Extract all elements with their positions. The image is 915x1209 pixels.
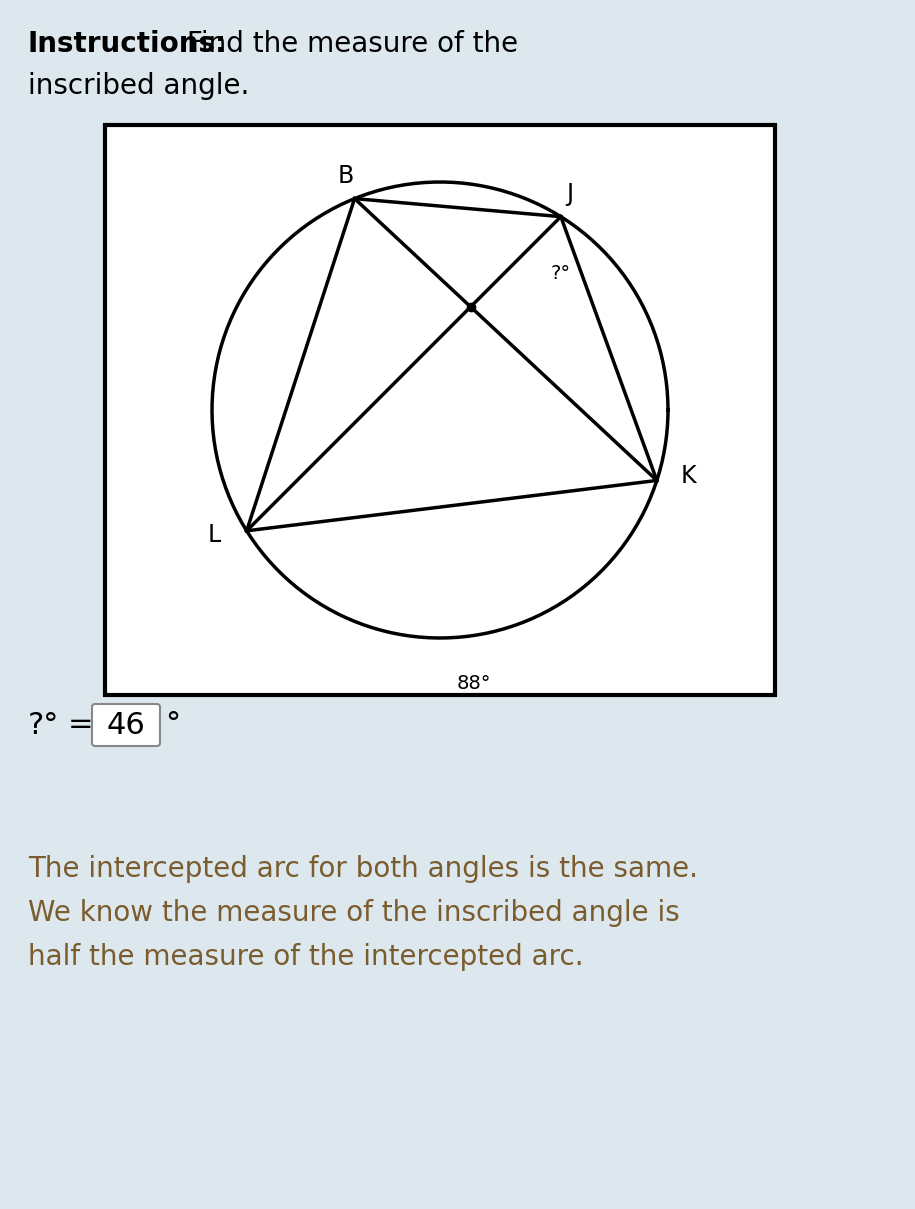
Text: inscribed angle.: inscribed angle. [28, 73, 250, 100]
Text: 46: 46 [107, 711, 145, 740]
Text: Find the measure of the: Find the measure of the [178, 30, 518, 58]
Text: L: L [208, 523, 221, 548]
Text: 88°: 88° [457, 675, 491, 693]
Text: Instructions:: Instructions: [28, 30, 227, 58]
Text: B: B [338, 163, 353, 187]
Text: J: J [566, 181, 574, 206]
Text: half the measure of the intercepted arc.: half the measure of the intercepted arc. [28, 943, 584, 971]
Text: ?°: ?° [551, 264, 571, 283]
Text: °: ° [165, 711, 180, 740]
Text: =: = [68, 711, 93, 740]
Text: K: K [681, 464, 696, 488]
Text: We know the measure of the inscribed angle is: We know the measure of the inscribed ang… [28, 899, 680, 927]
Text: ?°: ?° [28, 711, 59, 740]
FancyBboxPatch shape [105, 125, 775, 695]
Text: The intercepted arc for both angles is the same.: The intercepted arc for both angles is t… [28, 855, 698, 883]
FancyBboxPatch shape [92, 704, 160, 746]
